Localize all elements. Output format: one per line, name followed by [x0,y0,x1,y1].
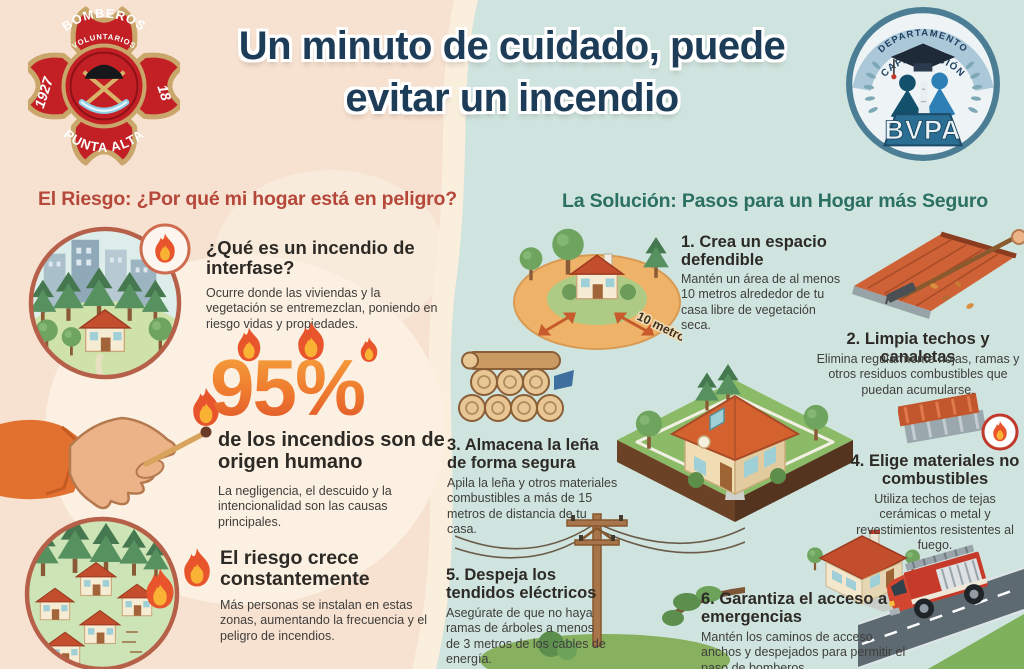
logo-text-bvpa: BVPA [884,115,961,145]
step6-title: 6. Garantiza el acceso a emergencias [701,590,888,627]
flame-icon [234,326,264,364]
power-lines-illustration [455,513,745,669]
risk-item3-title: El riesgo crece constantemente [220,547,370,591]
step6-body: Mantén los caminos de acceso anchos y de… [701,630,906,669]
tree-branch [662,586,745,626]
step1-body: Mantén un área de al menos 10 metros alr… [681,272,841,332]
step3-title: 3. Almacena la leña de forma segura [447,436,599,473]
growing-village-illustration [24,516,180,669]
safe-house-diorama [617,364,853,522]
splitting-wedge [554,370,574,390]
step4-body: Utiliza techos de tejas cerámicas o meta… [856,492,1014,552]
fire-risk-badge [139,223,191,275]
people-icons [890,72,956,121]
house-icon [669,394,801,496]
rake-icon [885,229,1024,305]
bomberos-punta-alta-badge: BOMBEROS VOLUNTARIOS PUNTA ALTA 1927 18 [28,6,180,167]
laurel-branches [863,61,983,113]
step1-title: 1. Crea un espacio defendible [681,233,827,270]
step4-title: 4. Elige materiales no combustibles [850,452,1020,489]
solution-section-heading: La Solución: Pasos para un Hogar más Seg… [562,190,988,212]
logo-pedestal [883,113,963,147]
flame-icon [358,336,380,364]
page-title-line2: evitar un incendio [345,76,679,120]
road-center-line [861,586,1021,646]
step5-title: 5. Despeja los tendidos eléctricos [446,566,597,603]
badge-center-disc [61,43,147,129]
stat-95-value: 95% [210,343,366,432]
graduation-cap-icon [890,43,956,80]
bvpa-capacitacion-logo: DEPARTAMENTO CAPACITACIÓN [846,7,1000,161]
risk-section-heading: El Riesgo: ¿Por qué mi hogar está en pel… [38,188,457,210]
step2-body: Elimina regularmente hojas, ramas y otro… [816,352,1020,397]
firewood-pile-illustration [458,351,574,422]
flame-icon [294,320,328,363]
metal-sheets-illustration [898,392,1019,451]
flame-icon [180,546,214,590]
stat-95-title: de los incendios son de origen humano [218,429,445,473]
stat-95-block: 95% [210,348,390,440]
roof-rake-illustration [852,229,1024,319]
badge-year-18: 18 [153,83,173,103]
hand-with-match-illustration [0,387,219,510]
fire-truck-road-illustration [858,544,1024,669]
risk-item1-body: Ocurre donde las viviendas y la vegetaci… [206,286,438,331]
page-title: Un minuto de cuidado, puede evitar un in… [188,20,836,124]
step3-body: Apila la leña y otros materiales combust… [447,476,618,536]
fire-helmet-icon [84,64,124,79]
stat-95-body: La negligencia, el descuido y la intenci… [218,484,392,529]
falling-leaves [930,281,974,309]
match-head [200,426,212,438]
utility-pole [592,513,602,647]
page-title-line1: Un minuto de cuidado, puede [238,24,786,68]
step5-body: Asegúrate de que no haya ramas de árbole… [446,606,606,666]
match-stick [143,431,206,467]
risk-item1-title: ¿Qué es un incendio de interfase? [206,237,415,278]
defensible-space-illustration: 10 metros [513,228,682,350]
distance-arrows [538,312,654,336]
step2-title: 2. Limpia techos y canaletas [846,330,990,367]
risk-item3-body: Más personas se instalan en estas zonas,… [220,598,428,643]
fire-truck-icon [886,544,988,619]
